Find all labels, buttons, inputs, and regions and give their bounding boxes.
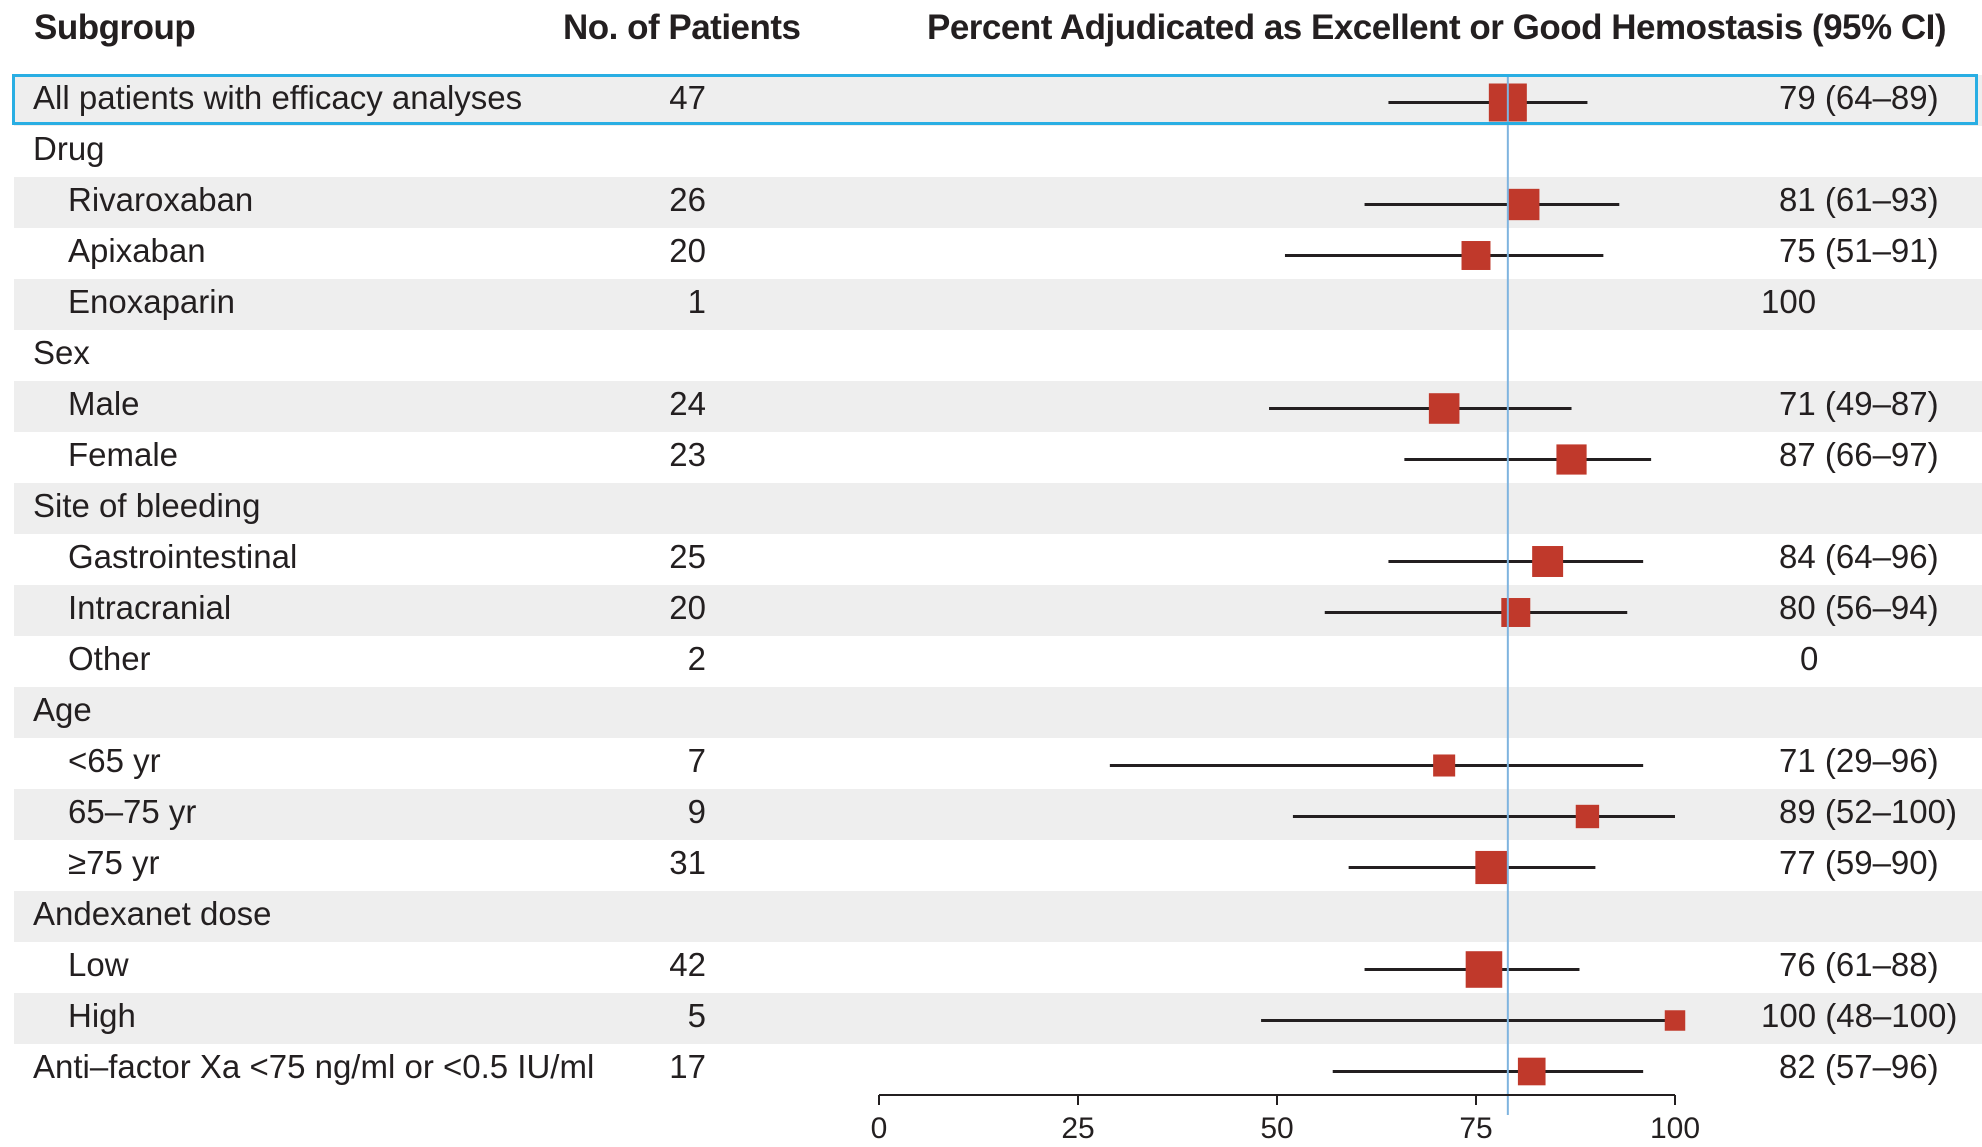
- estimate-marker: [1556, 444, 1587, 475]
- estimate-text: 82 (57–96): [1779, 1048, 1939, 1085]
- subgroup-label: 65–75 yr: [68, 793, 197, 830]
- table-row: All patients with efficacy analyses 47 79 …: [14, 75, 1982, 126]
- table-row: Female 23 87 (66–97): [14, 432, 1982, 483]
- x-tick-label: 50: [1260, 1112, 1293, 1145]
- estimate-marker: [1428, 393, 1460, 424]
- table-row: ≥75 yr 31 77 (59–90): [14, 840, 1982, 891]
- table-row: Gastrointestinal 25 84 (64–96): [14, 534, 1982, 585]
- estimate-text: 100: [1761, 283, 1817, 320]
- table-row: Other 2 0: [14, 636, 1982, 687]
- table-row: Enoxaparin 1 100: [14, 279, 1982, 330]
- table-row: High 5 100 (48–100): [14, 993, 1982, 1044]
- estimate-text: 89 (52–100): [1779, 793, 1957, 830]
- estimate-marker: [1664, 1010, 1686, 1031]
- subgroup-label: All patients with efficacy analyses: [33, 79, 523, 116]
- table-row: Low 42 76 (61–88): [14, 942, 1982, 993]
- patient-count: 47: [669, 79, 706, 116]
- table-row: Drug: [14, 126, 1982, 177]
- patient-count: 42: [669, 946, 706, 983]
- estimate-text: 75 (51–91): [1779, 232, 1939, 269]
- table-row: Intracranial 20 80 (56–94): [14, 585, 1982, 636]
- estimate-marker: [1532, 546, 1564, 577]
- table-row: Male 24 71 (49–87): [14, 381, 1982, 432]
- patient-count: 2: [687, 640, 706, 677]
- subgroup-label: Apixaban: [68, 232, 206, 269]
- estimate-marker: [1461, 241, 1491, 270]
- patient-count: 31: [669, 844, 706, 881]
- subgroup-label: <65 yr: [68, 742, 161, 779]
- estimate-marker: [1501, 598, 1531, 627]
- patient-count: 9: [687, 793, 706, 830]
- subgroup-label: Gastrointestinal: [68, 538, 298, 575]
- subgroup-label: Sex: [33, 334, 90, 371]
- patient-count: 25: [669, 538, 706, 575]
- subgroup-label: Drug: [33, 130, 105, 167]
- estimate-text: 80 (56–94): [1779, 589, 1939, 626]
- patient-count: 20: [669, 589, 706, 626]
- patients-column-header: No. of Patients: [563, 8, 801, 47]
- subgroup-label: Low: [68, 946, 129, 983]
- estimate-text: 71 (29–96): [1779, 742, 1939, 779]
- percent-column-header: Percent Adjudicated as Excellent or Good…: [927, 8, 1947, 47]
- patient-count: 17: [669, 1048, 706, 1085]
- table-row: Site of bleeding: [14, 483, 1982, 534]
- estimate-marker: [1508, 188, 1540, 221]
- estimate-text: 100 (48–100): [1761, 997, 1958, 1034]
- estimate-text: 84 (64–96): [1779, 538, 1939, 575]
- patient-count: 1: [687, 283, 706, 320]
- estimate-text: 76 (61–88): [1779, 946, 1939, 983]
- estimate-marker: [1575, 804, 1600, 829]
- estimate-text: 0: [1800, 640, 1819, 677]
- patient-count: 7: [687, 742, 706, 779]
- patient-count: 24: [669, 385, 706, 422]
- patient-count: 23: [669, 436, 706, 473]
- table-row: Anti–factor Xa <75 ng/ml or <0.5 IU/ml 17…: [14, 1044, 1982, 1095]
- table-row: 65–75 yr 9 89 (52–100): [14, 789, 1982, 840]
- subgroup-label: Anti–factor Xa <75 ng/ml or <0.5 IU/ml: [33, 1048, 595, 1085]
- table-row: Rivaroxaban 26 81 (61–93): [14, 177, 1982, 228]
- subgroup-label: Other: [68, 640, 151, 677]
- subgroup-label: High: [68, 997, 136, 1034]
- estimate-text: 71 (49–87): [1779, 385, 1939, 422]
- x-tick-label: 25: [1061, 1112, 1094, 1145]
- table-row: Apixaban 20 75 (51–91): [14, 228, 1982, 279]
- subgroup-label: Female: [68, 436, 179, 473]
- patient-count: 5: [687, 997, 706, 1034]
- subgroup-label: Male: [68, 385, 140, 422]
- table-row: Andexanet dose: [14, 891, 1982, 942]
- estimate-marker: [1465, 951, 1503, 988]
- subgroup-label: Site of bleeding: [33, 487, 261, 524]
- x-tick-label: 75: [1459, 1112, 1492, 1145]
- subgroup-label: ≥75 yr: [68, 844, 160, 881]
- table-row: Sex: [14, 330, 1982, 381]
- subgroup-label: Age: [33, 691, 92, 728]
- table-row: Age: [14, 687, 1982, 738]
- estimate-text: 81 (61–93): [1779, 181, 1939, 218]
- subgroup-label: Rivaroxaban: [68, 181, 254, 218]
- x-tick-label: 100: [1650, 1112, 1700, 1145]
- estimate-marker: [1517, 1057, 1546, 1086]
- subgroup-column-header: Subgroup: [34, 8, 196, 47]
- estimate-text: 87 (66–97): [1779, 436, 1939, 473]
- subgroup-label: Enoxaparin: [68, 283, 235, 320]
- estimate-text: 77 (59–90): [1779, 844, 1939, 881]
- x-tick-label: 0: [871, 1112, 888, 1145]
- subgroup-label: Andexanet dose: [33, 895, 272, 932]
- patient-count: 26: [669, 181, 706, 218]
- table-row: <65 yr 7 71 (29–96): [14, 738, 1982, 789]
- estimate-marker: [1475, 850, 1509, 885]
- estimate-marker: [1433, 754, 1456, 777]
- subgroup-label: Intracranial: [68, 589, 232, 626]
- patient-count: 20: [669, 232, 706, 269]
- estimate-text: 79 (64–89): [1779, 79, 1939, 116]
